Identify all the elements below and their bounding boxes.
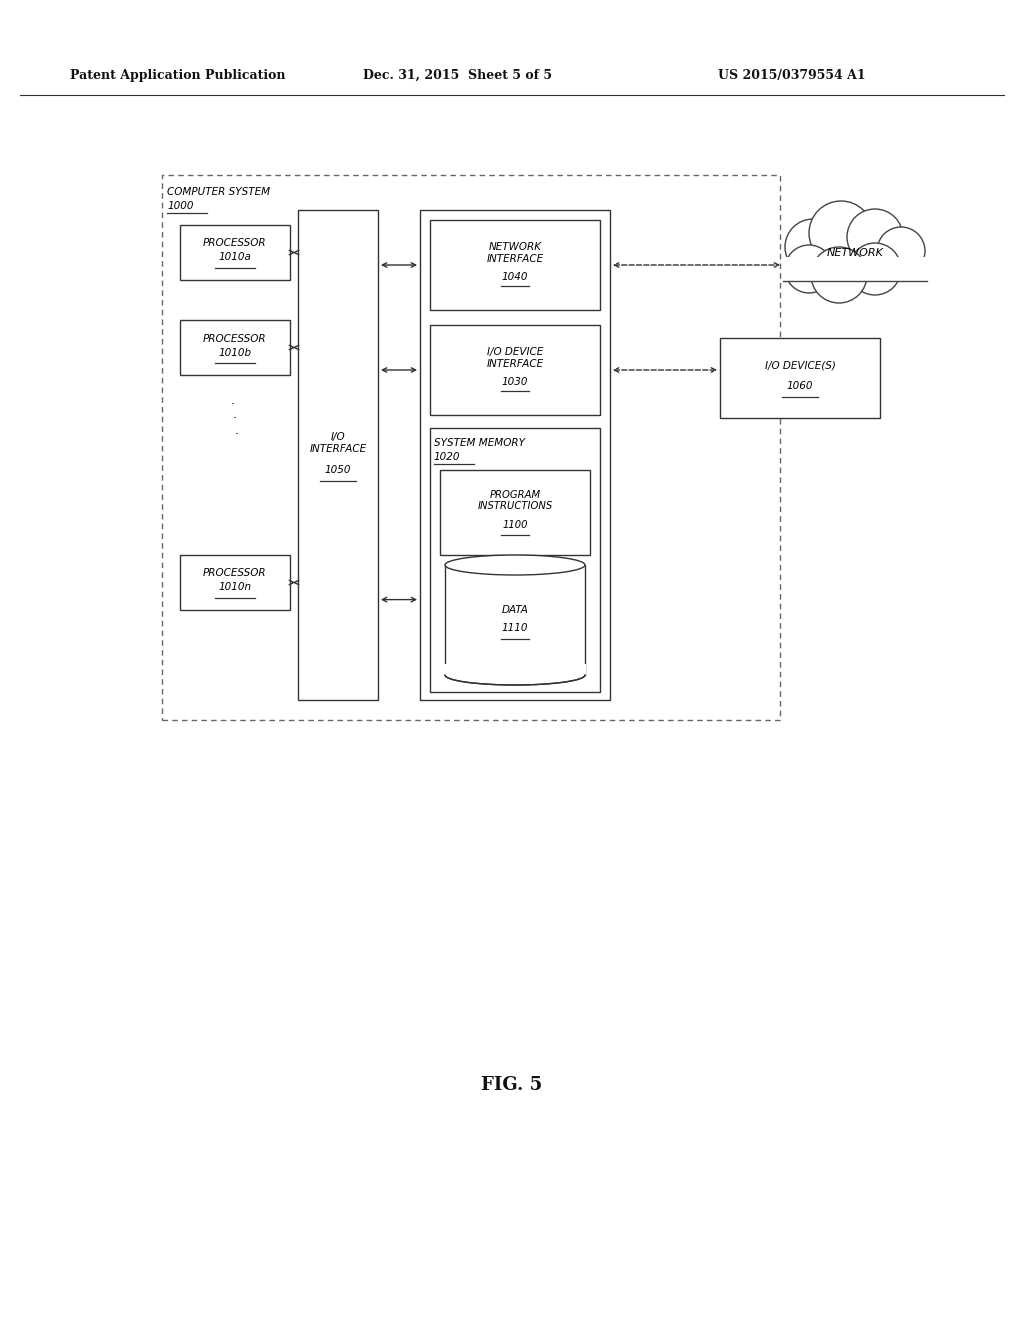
Text: I/O
INTERFACE: I/O INTERFACE (309, 432, 367, 454)
Text: 1020: 1020 (434, 451, 461, 462)
Circle shape (785, 246, 833, 293)
FancyBboxPatch shape (162, 176, 780, 719)
Text: 1030: 1030 (502, 378, 528, 387)
Text: 1010n: 1010n (218, 582, 252, 593)
Text: SYSTEM MEMORY: SYSTEM MEMORY (434, 438, 525, 447)
FancyBboxPatch shape (430, 428, 600, 692)
Text: 1100: 1100 (502, 520, 527, 529)
FancyBboxPatch shape (298, 210, 378, 700)
Text: . 
 . 
 .: . . . (229, 393, 241, 437)
Text: Dec. 31, 2015  Sheet 5 of 5: Dec. 31, 2015 Sheet 5 of 5 (362, 69, 552, 82)
Circle shape (785, 219, 841, 275)
Ellipse shape (445, 665, 585, 685)
Circle shape (877, 227, 925, 275)
Text: FIG. 5: FIG. 5 (481, 1076, 543, 1094)
Text: PROCESSOR: PROCESSOR (203, 334, 267, 343)
FancyBboxPatch shape (180, 319, 290, 375)
Text: 1000: 1000 (167, 201, 194, 211)
Circle shape (809, 201, 873, 265)
Text: NETWORK
INTERFACE: NETWORK INTERFACE (486, 242, 544, 264)
FancyBboxPatch shape (430, 325, 600, 414)
Text: 1110: 1110 (502, 623, 528, 634)
FancyBboxPatch shape (720, 338, 880, 418)
Text: I/O DEVICE(S): I/O DEVICE(S) (765, 360, 836, 371)
Text: US 2015/0379554 A1: US 2015/0379554 A1 (718, 69, 865, 82)
Text: I/O DEVICE
INTERFACE: I/O DEVICE INTERFACE (486, 347, 544, 368)
Text: 1040: 1040 (502, 272, 528, 282)
Circle shape (849, 243, 901, 294)
Text: COMPUTER SYSTEM: COMPUTER SYSTEM (167, 187, 270, 197)
Text: 1050: 1050 (325, 465, 351, 475)
Circle shape (847, 209, 903, 265)
Text: 1010b: 1010b (218, 347, 252, 358)
FancyBboxPatch shape (444, 664, 586, 675)
FancyBboxPatch shape (420, 210, 610, 700)
Text: NETWORK: NETWORK (826, 248, 884, 257)
FancyBboxPatch shape (440, 470, 590, 554)
Ellipse shape (445, 554, 585, 576)
Text: Patent Application Publication: Patent Application Publication (70, 69, 286, 82)
Text: PROGRAM
INSTRUCTIONS: PROGRAM INSTRUCTIONS (477, 490, 553, 511)
Text: DATA: DATA (502, 605, 528, 615)
Text: PROCESSOR: PROCESSOR (203, 239, 267, 248)
Text: 1060: 1060 (786, 381, 813, 391)
FancyBboxPatch shape (783, 257, 927, 281)
FancyBboxPatch shape (180, 224, 290, 280)
Text: PROCESSOR: PROCESSOR (203, 569, 267, 578)
Text: 1010a: 1010a (218, 252, 252, 263)
Circle shape (811, 247, 867, 304)
FancyBboxPatch shape (180, 554, 290, 610)
FancyBboxPatch shape (430, 220, 600, 310)
